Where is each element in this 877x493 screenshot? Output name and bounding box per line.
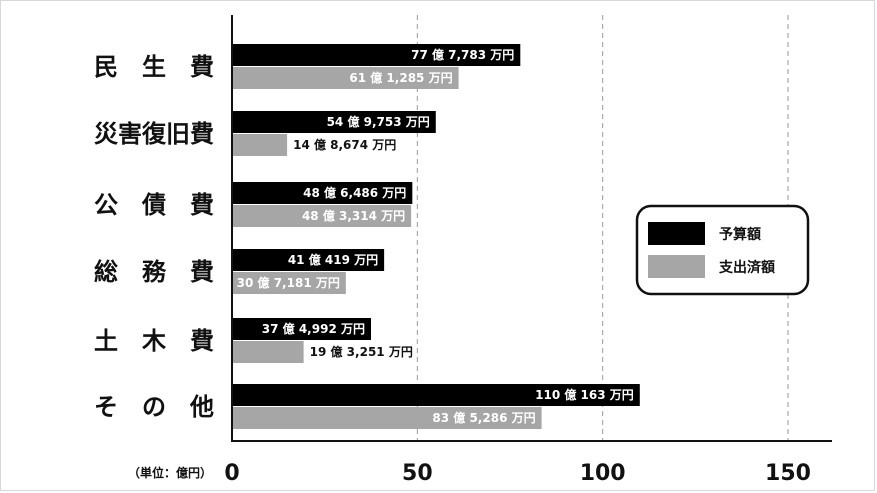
bar-budget-6: [232, 384, 640, 406]
legend-swatch-2: [648, 255, 705, 278]
category-label-6: そ の 他: [94, 393, 214, 421]
bar-spent-3: [232, 205, 412, 227]
category-label-5: 土 木 費: [94, 327, 214, 355]
unit-label: （単位：億円）: [128, 465, 212, 480]
bar-spent-2: [232, 134, 288, 156]
data-label-spent-1: 61 億 1,285 万円: [349, 70, 452, 85]
bar-spent-1: [232, 67, 459, 89]
category-label-1: 民 生 費: [94, 53, 214, 81]
data-label-spent-6: 83 億 5,286 万円: [432, 410, 535, 425]
bar-budget-5: [232, 318, 371, 340]
x-tick-label-100: 100: [580, 461, 626, 486]
x-tick-label-50: 50: [402, 461, 433, 486]
data-label-budget-4: 41 億 419 万円: [288, 252, 378, 267]
data-label-budget-1: 77 億 7,783 万円: [411, 47, 514, 62]
legend-box: [635, 204, 810, 296]
x-tick-label-0: 0: [224, 461, 239, 486]
data-label-spent-5: 19 億 3,251 万円: [310, 344, 413, 359]
data-label-spent-3: 48 億 3,314 万円: [302, 208, 405, 223]
data-label-budget-5: 37 億 4,992 万円: [262, 321, 365, 336]
legend-label-2: 支出済額: [718, 259, 775, 276]
bar-spent-6: [232, 407, 542, 429]
legend-label-1: 予算額: [719, 226, 761, 243]
data-label-spent-4: 30 億 7,181 万円: [237, 275, 340, 290]
data-label-spent-2: 14 億 8,674 万円: [293, 137, 396, 152]
category-label-4: 総 務 費: [94, 258, 214, 286]
data-label-budget-3: 48 億 6,486 万円: [303, 185, 406, 200]
bar-spent-5: [232, 341, 304, 363]
bar-spent-4: [232, 272, 346, 294]
data-label-budget-6: 110 億 163 万円: [535, 387, 634, 402]
bar-budget-3: [232, 182, 413, 204]
legend-swatch-1: [648, 222, 705, 245]
data-label-budget-2: 54 億 9,753 万円: [327, 114, 430, 129]
category-label-3: 公 債 費: [94, 191, 214, 219]
category-label-2: 災害復旧費: [94, 120, 214, 148]
bar-budget-2: [232, 111, 436, 133]
bar-budget-1: [232, 44, 521, 66]
bar-budget-4: [232, 249, 385, 271]
x-tick-label-150: 150: [765, 461, 811, 486]
